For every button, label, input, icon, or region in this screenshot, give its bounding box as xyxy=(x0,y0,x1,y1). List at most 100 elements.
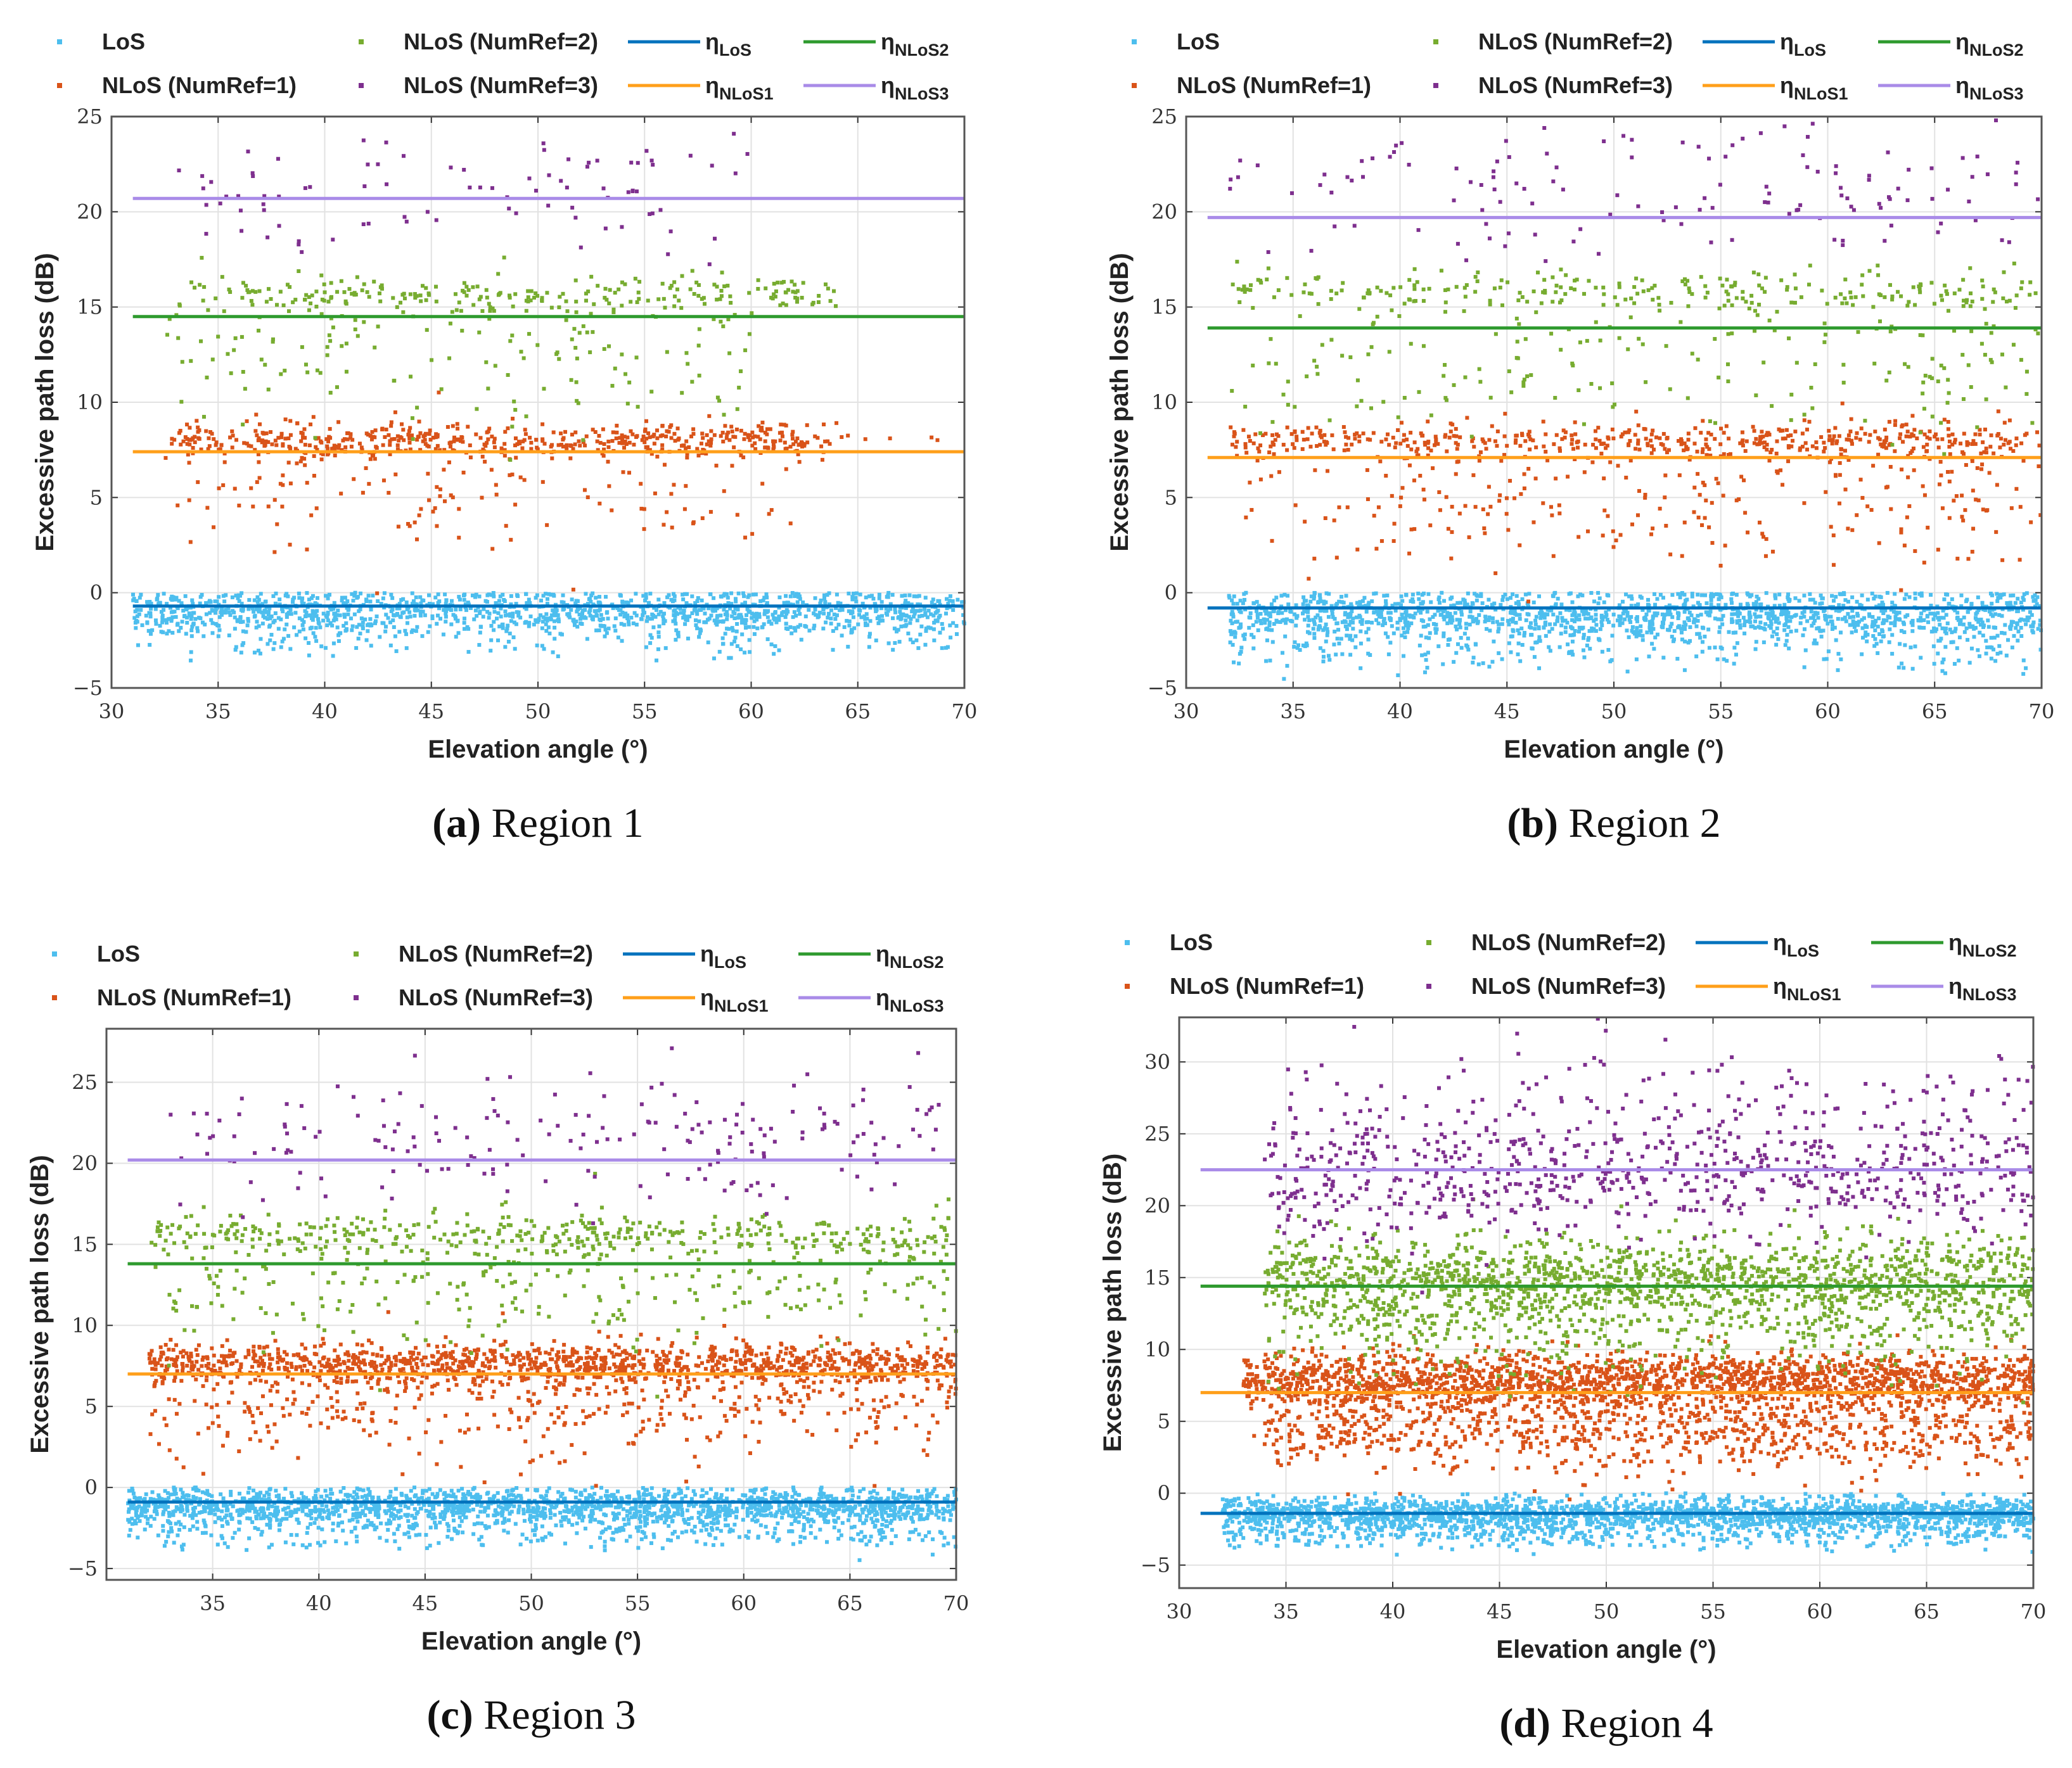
point-los xyxy=(1611,623,1616,628)
point-los xyxy=(313,610,317,614)
point-los xyxy=(847,591,851,595)
point-nlos1 xyxy=(1883,428,1887,432)
point-los xyxy=(1830,623,1834,627)
point-los xyxy=(798,623,803,627)
point-nlos3 xyxy=(204,203,208,207)
point-nlos1 xyxy=(2014,436,2019,441)
point-los xyxy=(618,608,623,613)
point-los xyxy=(1321,659,1326,664)
point-los xyxy=(1331,615,1335,620)
point-nlos1 xyxy=(610,508,614,512)
point-los xyxy=(1497,651,1501,656)
point-nlos1 xyxy=(486,429,490,434)
point-los xyxy=(650,616,655,621)
point-nlos1 xyxy=(1774,451,1779,455)
point-los xyxy=(1860,652,1864,656)
point-nlos1 xyxy=(1974,497,1978,502)
point-los xyxy=(148,611,153,615)
point-los xyxy=(1871,634,1876,639)
point-los xyxy=(1409,621,1414,625)
point-los xyxy=(276,616,281,620)
point-los xyxy=(255,620,259,624)
point-los xyxy=(821,626,826,631)
point-los xyxy=(1784,639,1789,643)
point-los xyxy=(159,609,163,614)
point-los xyxy=(1735,641,1739,646)
point-nlos2 xyxy=(355,275,359,279)
point-nlos1 xyxy=(1344,435,1348,439)
point-los xyxy=(1540,614,1545,619)
point-los xyxy=(1425,609,1429,614)
point-los xyxy=(1910,623,1915,627)
point-los xyxy=(1850,595,1855,599)
point-los xyxy=(179,625,183,630)
point-nlos1 xyxy=(1350,442,1354,447)
point-nlos1 xyxy=(402,438,406,442)
point-nlos1 xyxy=(1898,432,1903,436)
point-los xyxy=(744,613,748,618)
point-nlos2 xyxy=(205,375,209,379)
point-los xyxy=(1590,626,1594,631)
point-los xyxy=(831,629,835,633)
point-los xyxy=(781,609,786,614)
point-los xyxy=(1407,623,1411,628)
point-los xyxy=(620,639,624,643)
point-los xyxy=(192,611,196,615)
point-nlos1 xyxy=(618,436,622,440)
point-nlos1 xyxy=(1946,469,1950,474)
point-nlos1 xyxy=(1353,436,1357,441)
point-los xyxy=(727,626,731,631)
point-nlos1 xyxy=(1938,460,1943,464)
point-nlos1 xyxy=(2009,447,2013,451)
point-los xyxy=(528,614,533,619)
point-los xyxy=(208,600,213,604)
point-nlos2 xyxy=(243,386,247,391)
point-los xyxy=(544,628,549,633)
point-nlos1 xyxy=(1979,451,1983,455)
point-nlos2 xyxy=(513,292,518,296)
point-los xyxy=(1976,648,1980,652)
point-nlos2 xyxy=(206,308,210,312)
point-los xyxy=(1830,594,1834,598)
point-nlos1 xyxy=(791,442,796,447)
point-los xyxy=(2021,607,2025,612)
point-los xyxy=(241,629,245,633)
point-los xyxy=(2019,625,2023,630)
point-los xyxy=(1237,626,1241,630)
point-los xyxy=(433,595,438,600)
point-los xyxy=(936,608,940,613)
point-nlos1 xyxy=(1786,444,1791,448)
point-nlos3 xyxy=(209,180,214,184)
point-nlos2 xyxy=(617,287,621,291)
point-los xyxy=(1660,620,1665,625)
point-nlos1 xyxy=(2018,557,2022,562)
point-nlos1 xyxy=(1293,503,1298,507)
point-los xyxy=(736,607,740,612)
point-nlos1 xyxy=(1965,440,1969,445)
legend-marker-los xyxy=(57,39,62,44)
point-nlos1 xyxy=(390,437,394,442)
point-nlos1 xyxy=(1975,466,1979,470)
point-los xyxy=(1586,616,1590,621)
point-los xyxy=(1620,621,1625,625)
point-los xyxy=(2021,598,2026,602)
point-los xyxy=(1932,626,1936,630)
point-los xyxy=(1279,594,1284,598)
point-los xyxy=(464,608,468,613)
point-nlos1 xyxy=(772,445,776,449)
point-los xyxy=(456,618,460,623)
point-nlos1 xyxy=(179,442,183,447)
point-los xyxy=(898,609,902,614)
point-los xyxy=(918,632,923,637)
point-nlos2 xyxy=(420,284,425,288)
point-nlos1 xyxy=(1241,428,1246,432)
point-nlos2 xyxy=(201,298,205,303)
point-nlos1 xyxy=(349,436,353,440)
point-los xyxy=(1568,633,1573,637)
legend-label-los: LoS xyxy=(102,29,145,54)
point-los xyxy=(1509,650,1513,654)
point-los xyxy=(1774,620,1778,624)
point-los xyxy=(1881,621,1885,625)
point-los xyxy=(1978,618,1982,622)
point-nlos1 xyxy=(255,433,259,438)
